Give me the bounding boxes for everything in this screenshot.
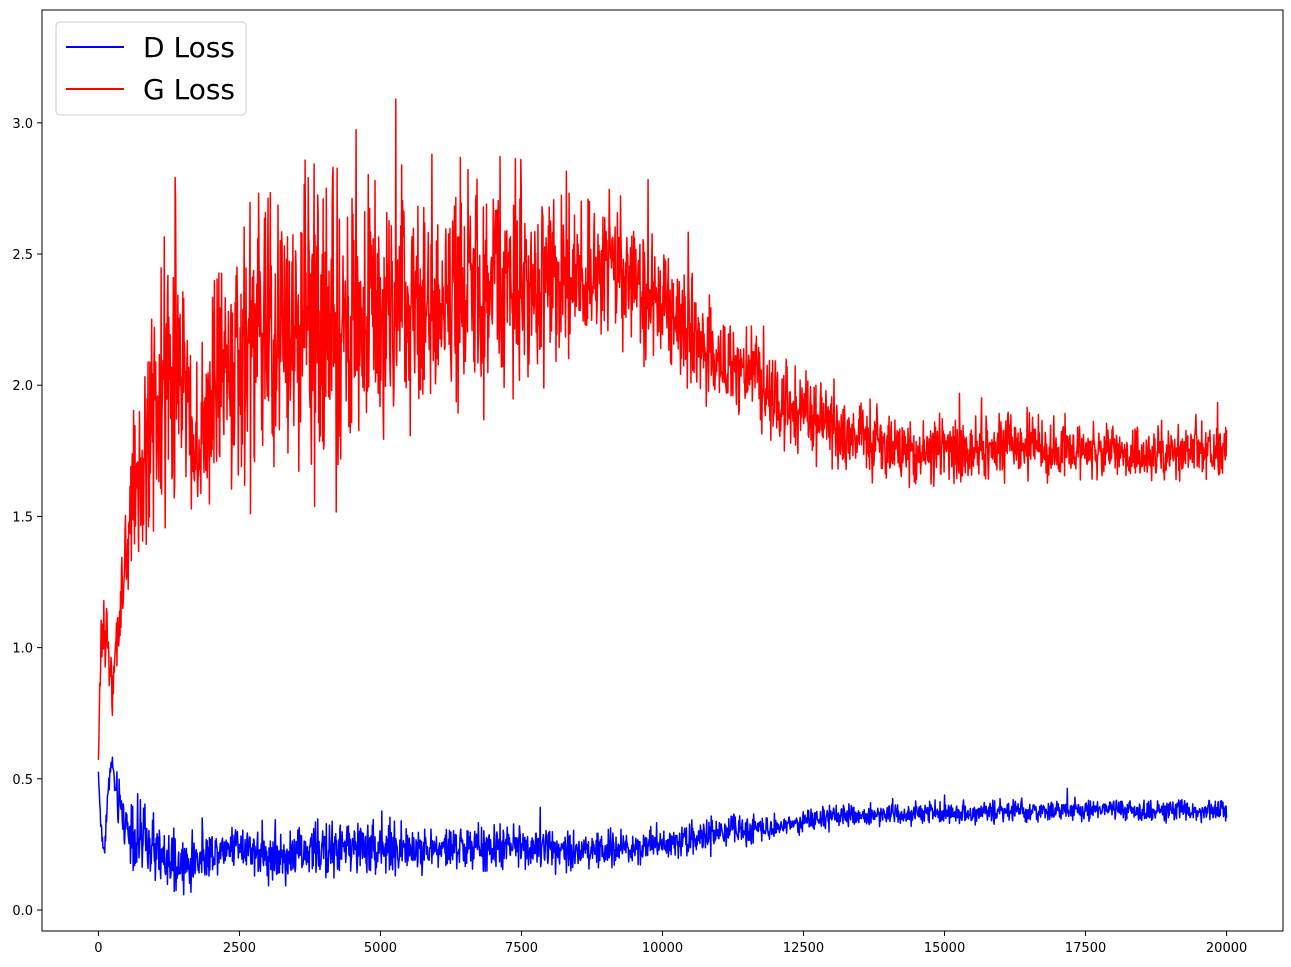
y-tick-label: 1.0	[12, 642, 33, 657]
y-tick-label: 0.0	[12, 904, 33, 919]
x-tick-label: 15000	[924, 941, 965, 956]
plot-area	[42, 10, 1283, 931]
plot-frame	[41, 9, 1284, 932]
x-tick-label: 20000	[1206, 941, 1247, 956]
y-tick-label: 0.5	[12, 773, 33, 788]
series-layer	[97, 98, 1228, 896]
y-tick-label: 1.5	[12, 510, 33, 525]
x-tick-label: 12500	[783, 941, 824, 956]
y-axis-ticks: 0.0 0.5 1.0 1.5 2.0 2.5 3.0	[12, 117, 42, 919]
x-tick-label: 5000	[364, 941, 397, 956]
x-tick-label: 17500	[1065, 941, 1106, 956]
legend-label-g-loss: G Loss	[143, 73, 235, 106]
y-tick-label: 3.0	[12, 117, 33, 132]
x-tick-label: 10000	[642, 941, 683, 956]
x-tick-label: 2500	[223, 941, 256, 956]
y-tick-label: 2.5	[12, 248, 33, 263]
series-line-d-loss	[97, 756, 1228, 896]
x-axis-ticks: 0 2500 5000 7500 10000 12500 15000 17500 20000	[94, 931, 1247, 956]
series-line-g-loss	[97, 98, 1228, 760]
x-tick-label: 7500	[505, 941, 538, 956]
x-tick-label: 0	[94, 941, 102, 956]
legend-box	[55, 21, 247, 116]
y-tick-label: 2.0	[12, 379, 33, 394]
legend: D Loss G Loss	[55, 21, 247, 116]
legend-label-d-loss: D Loss	[143, 31, 235, 64]
